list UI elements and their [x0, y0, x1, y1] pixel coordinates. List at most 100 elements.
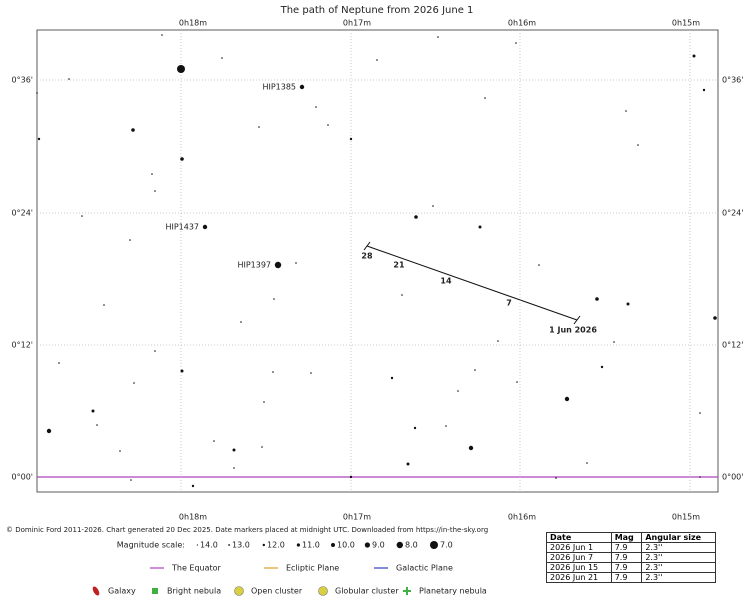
star	[81, 215, 83, 217]
title: The path of Neptune from 2026 June 1	[280, 5, 474, 16]
star	[274, 261, 282, 269]
star	[261, 446, 263, 448]
star	[595, 297, 599, 301]
star	[177, 65, 185, 73]
star	[131, 128, 135, 132]
plot-frame	[36, 29, 719, 493]
star	[46, 428, 52, 434]
date-marker: 21	[393, 261, 405, 270]
star	[457, 390, 459, 392]
star-label: HIP1437	[165, 223, 199, 232]
star	[390, 376, 394, 380]
star	[180, 157, 184, 161]
star	[130, 479, 132, 481]
x-label-top: 0h17m	[343, 19, 371, 28]
table-row: 2026 Jun 21 7.9 2.3''	[546, 572, 716, 583]
object-label: Globular cluster	[335, 587, 399, 596]
star	[263, 401, 265, 403]
star	[119, 450, 121, 452]
y-label-right: 0°36'	[722, 76, 743, 85]
star	[497, 340, 499, 342]
star	[468, 445, 474, 451]
star	[233, 467, 235, 469]
magnitude-dot	[296, 543, 300, 547]
magnitude-level: 11.0	[302, 541, 320, 550]
star	[129, 239, 131, 241]
plane-label: The Equator	[171, 564, 222, 573]
object-label: Open cluster	[251, 587, 303, 596]
table-cell: 2.3''	[641, 562, 716, 573]
table-cell: 2.3''	[641, 542, 716, 553]
star	[180, 369, 184, 373]
y-label-left: 0°36'	[12, 76, 33, 85]
x-label-bottom: 0h16m	[508, 513, 536, 522]
data-table: Date Mag Angular size 2026 Jun 1 7.9 2.3'' 20…	[546, 532, 716, 583]
magnitude-dot	[331, 543, 335, 547]
x-label-bottom: 0h15m	[672, 513, 700, 522]
magnitude-dot	[396, 541, 403, 549]
x-label-top: 0h18m	[179, 19, 207, 28]
star	[232, 448, 236, 452]
magnitude-label: Magnitude scale:	[117, 541, 185, 550]
y-label-right: 0°00'	[722, 473, 743, 482]
star	[349, 137, 353, 141]
magnitude-dot	[262, 543, 265, 547]
table-row: 2026 Jun 1 7.9 2.3''	[546, 542, 716, 553]
star	[637, 144, 639, 146]
plane-label: Ecliptic Plane	[286, 564, 339, 573]
star-label: HIP1385	[262, 83, 296, 92]
table-cell: 7.9	[610, 552, 643, 563]
y-label-left: 0°12'	[12, 341, 33, 350]
star	[315, 106, 317, 108]
neptune-path	[366, 245, 578, 321]
star	[68, 78, 70, 80]
magnitude-dot	[364, 542, 370, 548]
magnitude-level: 13.0	[232, 541, 250, 550]
magnitude-level: 14.0	[200, 541, 218, 550]
star	[626, 302, 630, 306]
globular-icon	[318, 586, 328, 596]
star	[349, 475, 353, 479]
date-start: 1 Jun 2026	[549, 326, 597, 335]
table-cell: 2.3''	[641, 572, 716, 583]
star	[538, 264, 540, 266]
star	[406, 462, 410, 466]
date-marker: 28	[361, 252, 373, 261]
y-label-right: 0°12'	[722, 341, 743, 350]
magnitude-dot	[228, 544, 231, 546]
star	[699, 412, 701, 414]
y-label-left: 0°24'	[12, 209, 33, 218]
star	[96, 424, 98, 426]
star	[91, 409, 95, 413]
star	[151, 173, 153, 175]
star	[273, 298, 275, 300]
star	[154, 350, 156, 352]
star	[299, 84, 305, 90]
star	[437, 36, 439, 38]
star	[432, 205, 434, 207]
star	[221, 57, 223, 59]
table-cell: 2026 Jun 1	[546, 542, 612, 553]
date-marker: 7	[506, 299, 512, 308]
star	[478, 225, 482, 229]
table-cell: 2026 Jun 7	[546, 552, 612, 563]
object-label: Galaxy	[108, 587, 136, 596]
star	[376, 59, 378, 61]
star	[213, 440, 215, 442]
y-label-right: 0°24'	[722, 209, 743, 218]
credit: © Dominic Ford 2011-2026. Chart generate…	[6, 526, 488, 534]
star	[310, 372, 312, 374]
galaxy-icon	[92, 586, 100, 596]
magnitude-level: 10.0	[337, 541, 355, 550]
star	[58, 362, 60, 364]
cluster-icon	[234, 586, 244, 596]
magnitude-level: 8.0	[405, 541, 418, 550]
object-label: Bright nebula	[167, 587, 221, 596]
star	[37, 137, 41, 141]
magnitude-dot	[196, 544, 198, 546]
star	[327, 124, 329, 126]
star	[295, 262, 297, 264]
star	[600, 365, 604, 369]
